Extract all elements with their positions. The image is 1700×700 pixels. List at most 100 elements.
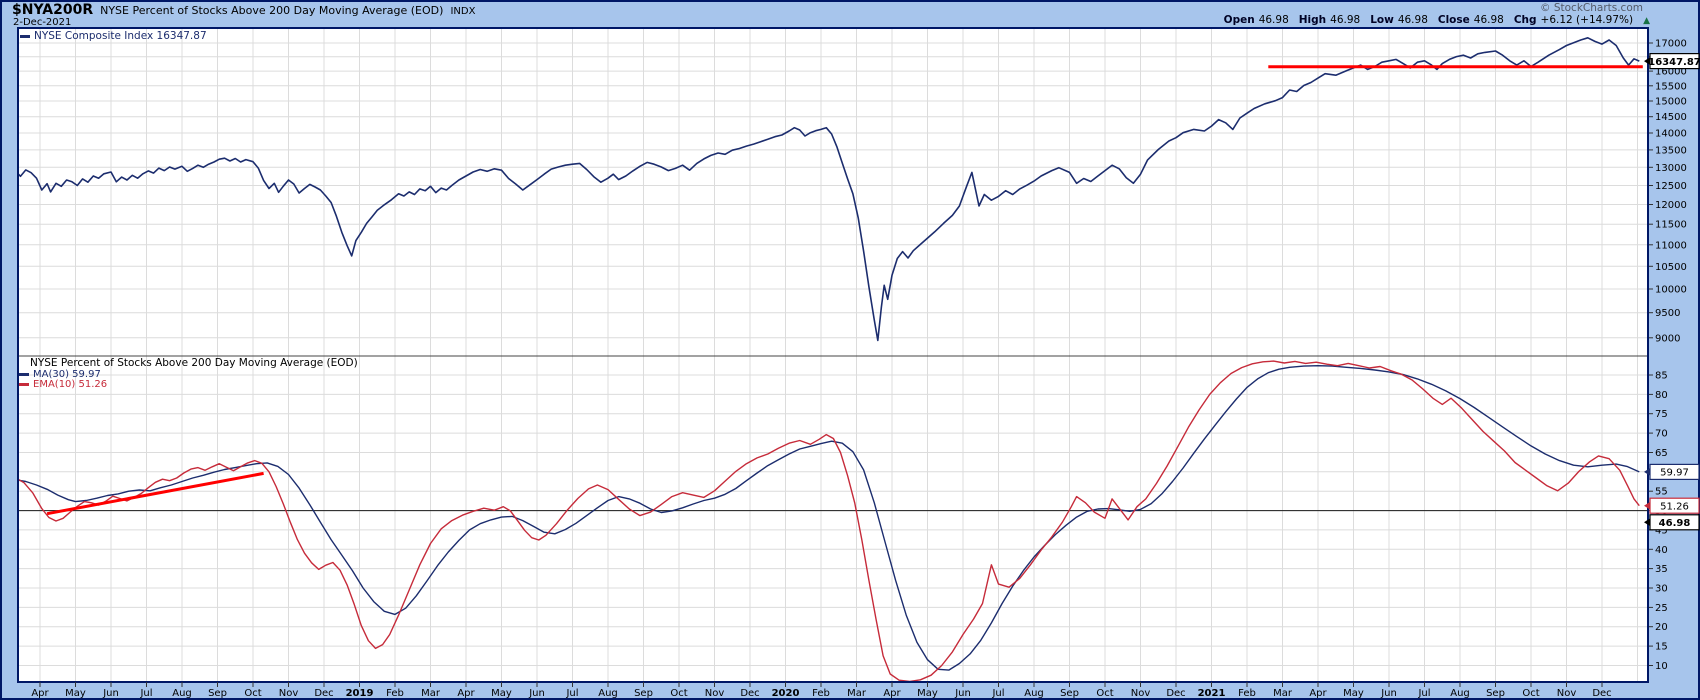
price-legend: NYSE Composite Index 16347.87: [20, 30, 207, 42]
ma30-legend: MA(30) 59.97: [19, 369, 101, 380]
x-axis-label: May: [65, 688, 86, 699]
plot-background: [18, 28, 1648, 682]
x-axis-label: Oct: [244, 688, 261, 699]
x-axis-label: 2020: [772, 688, 800, 699]
callout-value: 51.26: [1660, 502, 1689, 513]
support-trendline: [46, 471, 264, 516]
navy-line-swatch-icon: [19, 373, 29, 376]
x-axis-label: Sep: [1486, 688, 1505, 699]
x-axis-label: Jul: [991, 688, 1004, 699]
x-axis-label: Mar: [1273, 688, 1293, 699]
low-label: Low: [1370, 14, 1394, 26]
x-axis-label: Feb: [386, 688, 404, 699]
open-pair: Open 46.98: [1224, 14, 1289, 26]
close-value: 46.98: [1473, 14, 1504, 26]
high-pair: High 46.98: [1299, 14, 1360, 26]
y-axis-label: 30: [1655, 584, 1668, 595]
chart-date: 2-Dec-2021: [13, 17, 72, 28]
x-axis-label: Jul: [565, 688, 578, 699]
x-axis-label: Mar: [421, 688, 441, 699]
y-axis-label: 9500: [1655, 308, 1680, 319]
close-label: Close: [1437, 14, 1470, 26]
y-axis-label: 75: [1655, 409, 1668, 420]
high-label: High: [1298, 14, 1327, 26]
x-axis-label: Oct: [670, 688, 687, 699]
x-axis-label: Sep: [634, 688, 653, 699]
y-axis-label: 12000: [1655, 200, 1687, 211]
callout-box: [1649, 497, 1700, 514]
x-axis-label: Oct: [1096, 688, 1113, 699]
chg-label: Chg: [1513, 14, 1537, 26]
callout-value: 46.98: [1659, 518, 1691, 529]
y-axis-label: 12500: [1655, 181, 1687, 192]
y-axis-label: 15500: [1655, 81, 1687, 92]
y-axis-label: 10500: [1655, 262, 1687, 273]
x-axis-label: Dec: [1592, 688, 1611, 699]
y-axis-label: 13000: [1655, 163, 1687, 174]
callout-arrow-icon: [1644, 517, 1651, 527]
x-axis-label: Nov: [1557, 688, 1577, 699]
x-axis-label: Apr: [1309, 688, 1327, 699]
red-line-swatch-icon: [19, 383, 29, 386]
x-axis-label: Jul: [1417, 688, 1430, 699]
x-axis-label: Aug: [1024, 688, 1044, 699]
y-axis-label: 16000: [1655, 67, 1687, 78]
chart-title: NYSE Percent of Stocks Above 200 Day Mov…: [100, 4, 444, 17]
x-axis-label: Aug: [172, 688, 192, 699]
y-axis-label: 15: [1655, 642, 1668, 653]
y-axis-label: 80: [1655, 390, 1668, 401]
open-value: 46.98: [1258, 14, 1289, 26]
y-axis-label: 45: [1655, 525, 1668, 536]
y-axis-label: 35: [1655, 564, 1668, 575]
x-axis-label: Aug: [1450, 688, 1470, 699]
y-axis-label: 14500: [1655, 112, 1687, 123]
x-axis-label: May: [917, 688, 938, 699]
y-axis-label: 17000: [1655, 39, 1687, 50]
y-axis-label: 13500: [1655, 145, 1687, 156]
x-axis-label: Jun: [1380, 688, 1397, 699]
indicator-panel-title: NYSE Percent of Stocks Above 200 Day Mov…: [30, 357, 358, 369]
x-axis-label: Dec: [314, 688, 333, 699]
y-axis-label: 85: [1655, 371, 1668, 382]
y-axis-label: 25: [1655, 603, 1668, 614]
navy-line-swatch-icon: [20, 34, 30, 38]
x-axis-label: Nov: [705, 688, 725, 699]
callout-box: [1649, 514, 1700, 531]
x-axis-label: May: [1343, 688, 1364, 699]
x-axis-label: 2019: [346, 688, 374, 699]
callout-box: [1649, 52, 1700, 70]
y-axis-label: 55: [1655, 487, 1668, 498]
high-value: 46.98: [1330, 14, 1361, 26]
series-ma-30-: [19, 365, 1640, 671]
low-value: 46.98: [1397, 14, 1428, 26]
stockcharts-copyright-link[interactable]: © StockCharts.com: [1540, 2, 1643, 14]
price-legend-label: NYSE Composite Index 16347.87: [34, 30, 207, 42]
x-axis-label: Jun: [102, 688, 119, 699]
y-axis-label: 11000: [1655, 240, 1687, 251]
y-axis-label: 40: [1655, 545, 1668, 556]
chg-value: +6.12 (+14.97%): [1540, 14, 1634, 26]
callout-value: 59.97: [1660, 468, 1689, 479]
callout-box: [1649, 463, 1700, 480]
y-axis-label: 10: [1655, 661, 1668, 672]
plot-border: [17, 27, 1649, 683]
x-axis-label: 2021: [1198, 688, 1226, 699]
x-axis-label: Dec: [740, 688, 759, 699]
x-axis-label: Nov: [279, 688, 299, 699]
x-axis-label: Feb: [1238, 688, 1256, 699]
ma30-legend-label: MA(30) 59.97: [33, 369, 101, 380]
x-axis-label: Apr: [31, 688, 49, 699]
callout-arrow-icon: [1644, 467, 1651, 477]
ticker-row: $NYA200R NYSE Percent of Stocks Above 20…: [12, 2, 475, 18]
close-pair: Close 46.98: [1438, 14, 1504, 26]
series-ema-10-: [19, 360, 1640, 681]
chg-pair: Chg +6.12 (+14.97%): [1514, 14, 1633, 26]
x-axis-label: Dec: [1166, 688, 1185, 699]
y-axis-label: 14000: [1655, 129, 1687, 140]
ohlc-summary: Open 46.98 High 46.98 Low 46.98 Close 46.98 …: [1224, 14, 1650, 26]
x-axis-label: Nov: [1131, 688, 1151, 699]
callout-arrow-icon: [1644, 501, 1651, 511]
x-axis-label: Jun: [954, 688, 971, 699]
